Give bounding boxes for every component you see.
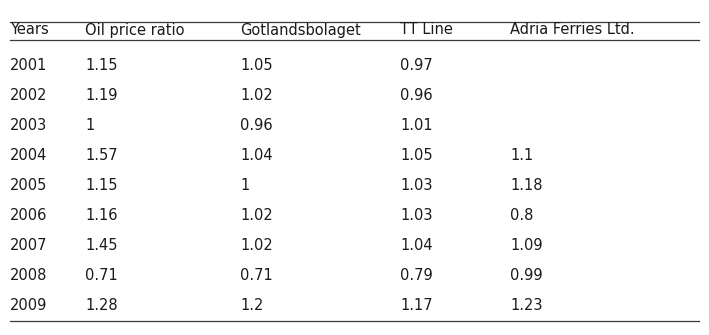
Text: 0.79: 0.79 — [400, 268, 432, 282]
Text: 0.96: 0.96 — [400, 87, 432, 103]
Text: 0.8: 0.8 — [510, 207, 533, 222]
Text: Gotlandsbolaget: Gotlandsbolaget — [240, 22, 361, 38]
Text: 1.1: 1.1 — [510, 147, 533, 162]
Text: 1.03: 1.03 — [400, 178, 432, 193]
Text: 1.57: 1.57 — [85, 147, 118, 162]
Text: 1.18: 1.18 — [510, 178, 542, 193]
Text: 0.97: 0.97 — [400, 58, 432, 72]
Text: 1.28: 1.28 — [85, 297, 118, 313]
Text: 1.45: 1.45 — [85, 238, 118, 253]
Text: 1.04: 1.04 — [240, 147, 273, 162]
Text: 2009: 2009 — [10, 297, 48, 313]
Text: 2006: 2006 — [10, 207, 48, 222]
Text: 1.17: 1.17 — [400, 297, 432, 313]
Text: 2004: 2004 — [10, 147, 48, 162]
Text: 2008: 2008 — [10, 268, 48, 282]
Text: 1.02: 1.02 — [240, 207, 273, 222]
Text: 1.03: 1.03 — [400, 207, 432, 222]
Text: 1.09: 1.09 — [510, 238, 542, 253]
Text: 2005: 2005 — [10, 178, 48, 193]
Text: 2003: 2003 — [10, 118, 48, 133]
Text: 1.19: 1.19 — [85, 87, 118, 103]
Text: 2001: 2001 — [10, 58, 48, 72]
Text: 0.71: 0.71 — [240, 268, 273, 282]
Text: Years: Years — [10, 22, 49, 38]
Text: 1.05: 1.05 — [400, 147, 432, 162]
Text: 2002: 2002 — [10, 87, 48, 103]
Text: 1.23: 1.23 — [510, 297, 542, 313]
Text: 1.02: 1.02 — [240, 238, 273, 253]
Text: 1.04: 1.04 — [400, 238, 432, 253]
Text: Adria Ferries Ltd.: Adria Ferries Ltd. — [510, 22, 635, 38]
Text: Oil price ratio: Oil price ratio — [85, 22, 184, 38]
Text: 1: 1 — [240, 178, 250, 193]
Text: 1.16: 1.16 — [85, 207, 118, 222]
Text: 1.15: 1.15 — [85, 178, 118, 193]
Text: 2007: 2007 — [10, 238, 48, 253]
Text: 1.01: 1.01 — [400, 118, 432, 133]
Text: 1.05: 1.05 — [240, 58, 273, 72]
Text: 0.96: 0.96 — [240, 118, 273, 133]
Text: 1.2: 1.2 — [240, 297, 263, 313]
Text: 1.15: 1.15 — [85, 58, 118, 72]
Text: 0.71: 0.71 — [85, 268, 118, 282]
Text: 0.99: 0.99 — [510, 268, 542, 282]
Text: 1: 1 — [85, 118, 94, 133]
Text: 1.02: 1.02 — [240, 87, 273, 103]
Text: TT Line: TT Line — [400, 22, 453, 38]
